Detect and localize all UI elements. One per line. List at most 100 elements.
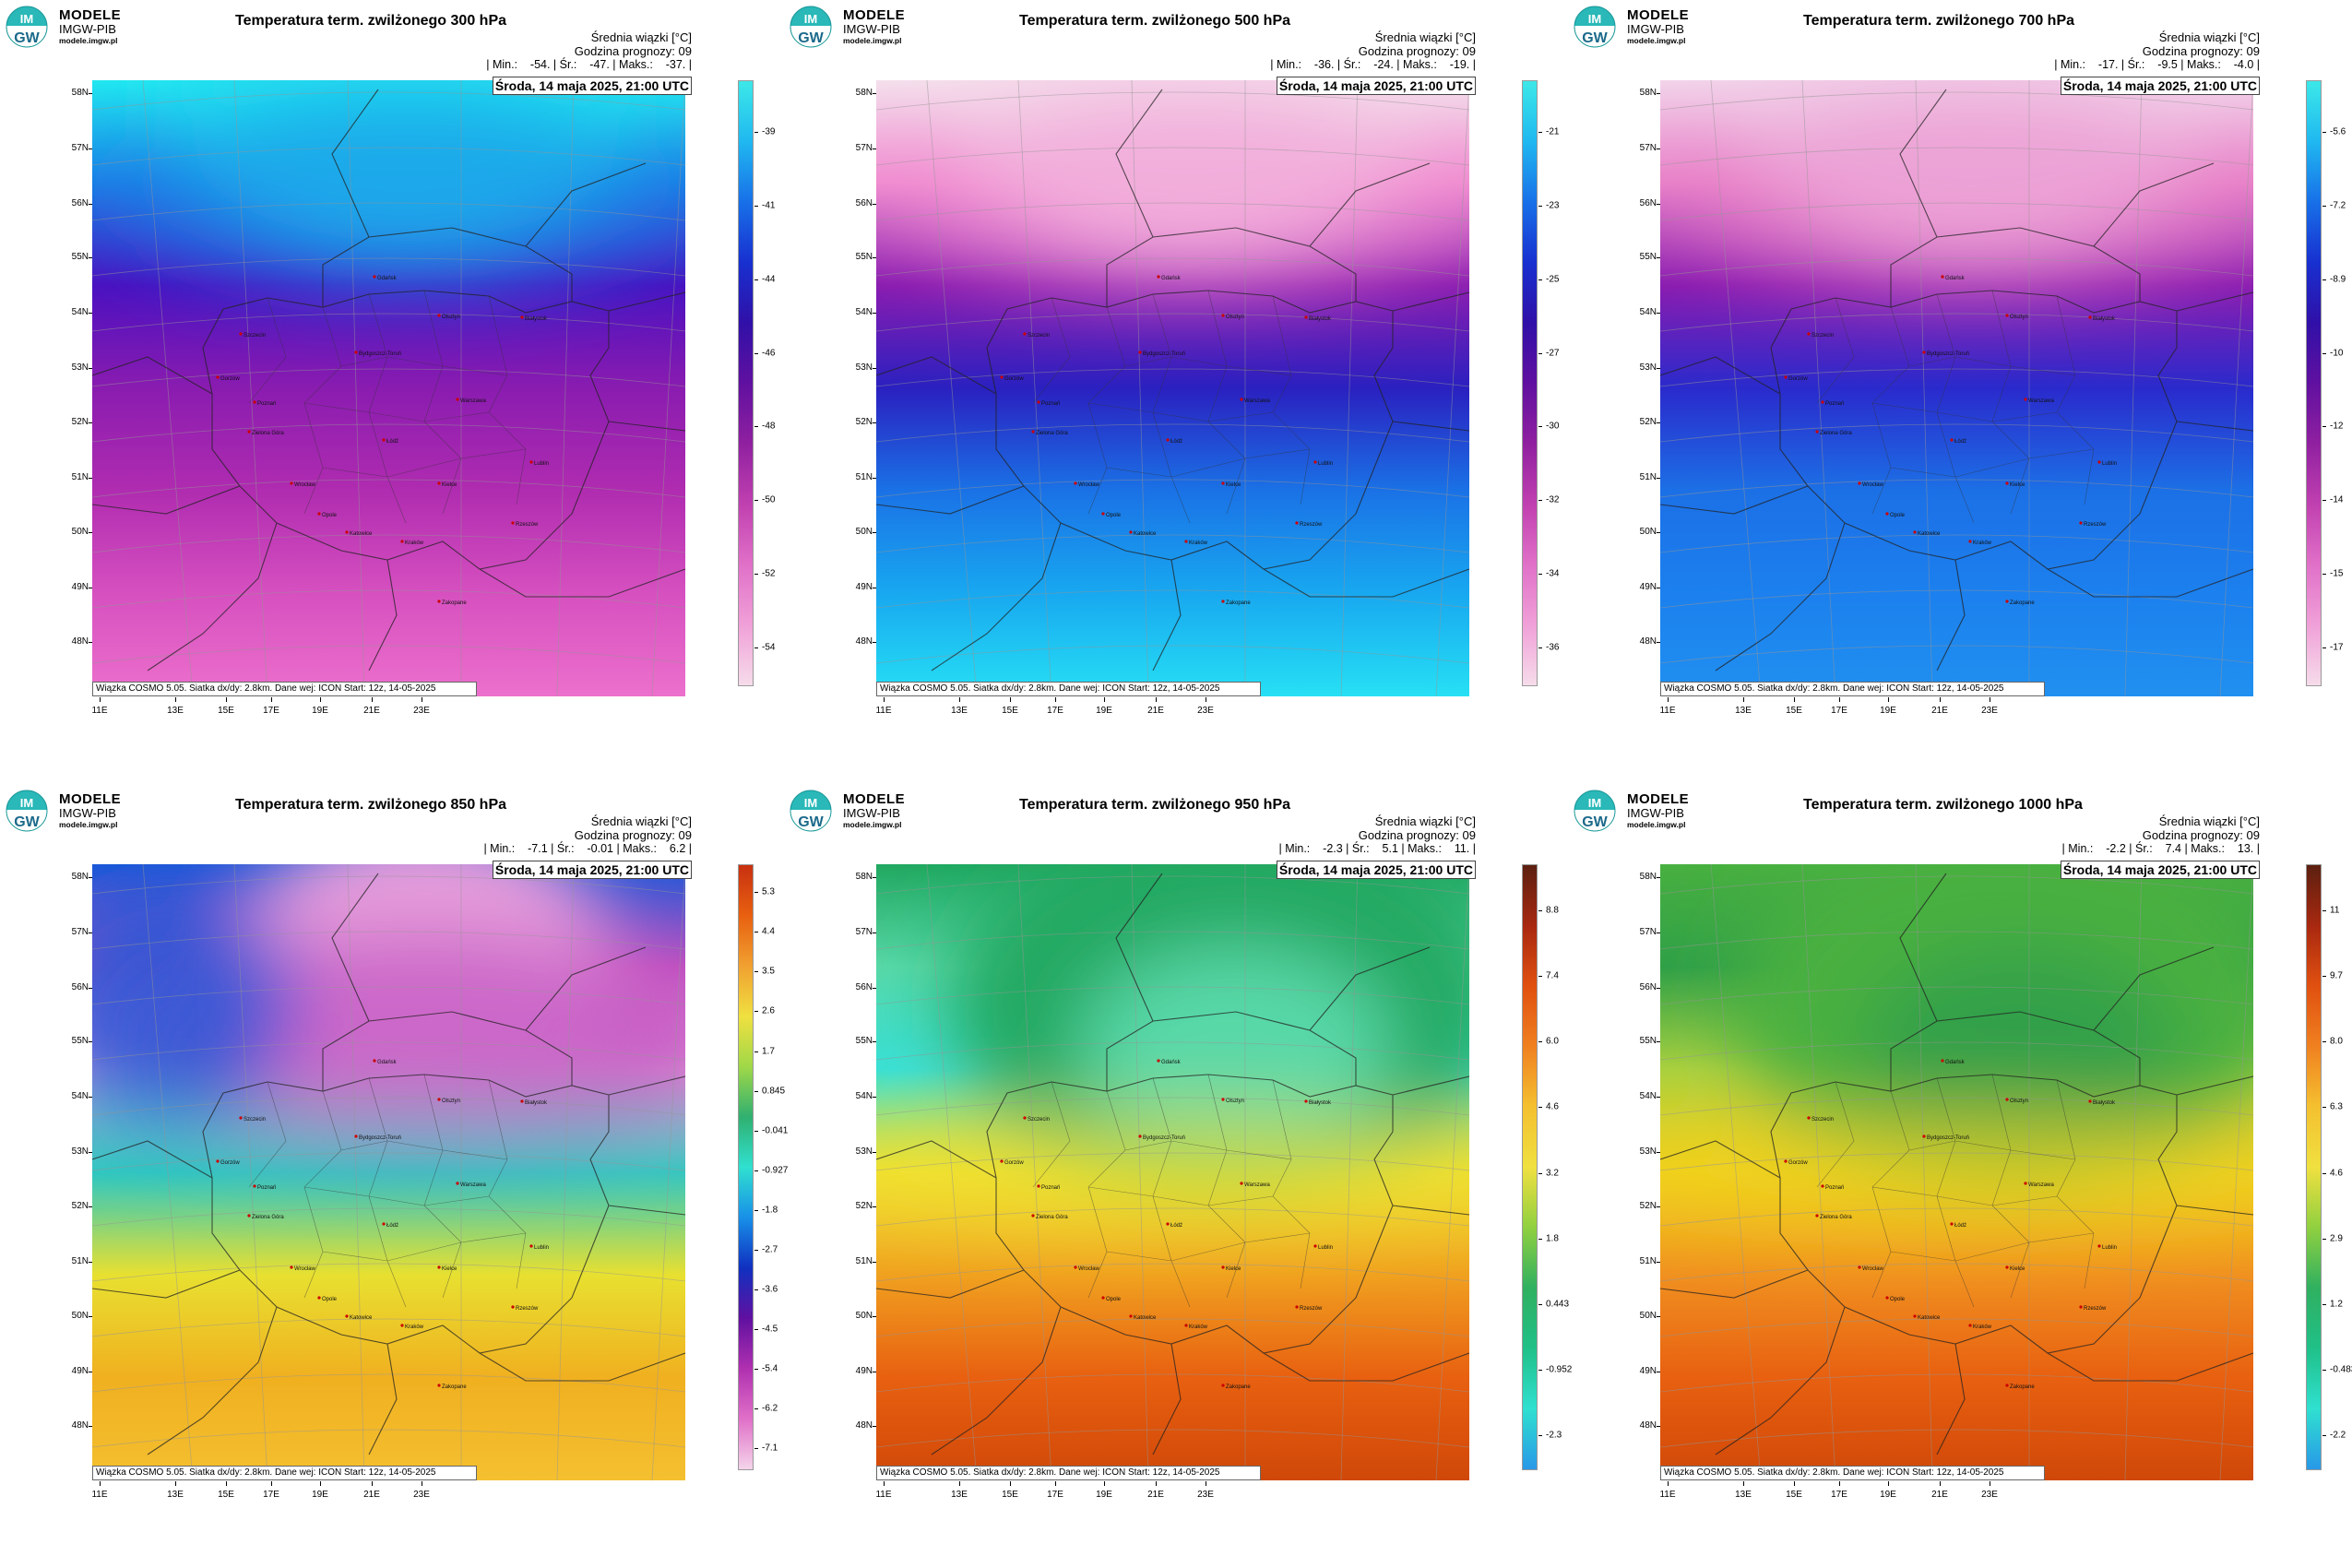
temperature-map[interactable]: Gdańsk Olsztyn Szczecin Białystok Bydgoszcz-…: [1660, 864, 2253, 1480]
temperature-map[interactable]: Gdańsk Olsztyn Szczecin Białystok Bydgoszcz-…: [1660, 80, 2253, 696]
min-mean-max-stats: | Min.: -7.1 | Śr.: -0.01 | Maks.: 6.2 |: [483, 842, 692, 855]
colorbar-tick: [2322, 1435, 2326, 1437]
latitude-tick: [873, 422, 876, 423]
latitude-label: 54N: [71, 1091, 89, 1101]
longitude-tick: [1743, 697, 1744, 702]
colorbar: [2306, 80, 2322, 686]
city-label: Poznań: [1041, 401, 1060, 407]
forecast-panel: IM GW MODELE IMGW-PIB modele.imgw.pl Temperat…: [0, 0, 784, 784]
latitude-tick: [873, 932, 876, 933]
colorbar-tick: [1538, 909, 1542, 911]
region-borders: [248, 1074, 527, 1308]
valid-time: Środa, 14 maja 2025, 21:00 UTC: [1276, 77, 1476, 95]
longitude-tick: [1839, 1481, 1840, 1486]
city-label: Łódź: [386, 439, 398, 445]
latitude-label: 50N: [855, 527, 873, 537]
latitude-label: 53N: [71, 362, 89, 373]
city-marker: [1922, 350, 1926, 354]
colorbar-label: -6.2: [762, 1403, 778, 1414]
city-marker: [2005, 1384, 2009, 1387]
longitude-label: 19E: [1880, 706, 1896, 716]
colorbar-label: 0.443: [1546, 1299, 1570, 1310]
longitude-tick: [1010, 1481, 1011, 1486]
city-label: Łódź: [1954, 1223, 1966, 1229]
colorbar-label: -0.927: [762, 1165, 789, 1176]
colorbar-tick: [1538, 205, 1542, 207]
latitude-label: 50N: [1639, 527, 1657, 537]
colorbar-tick: [1538, 574, 1542, 576]
latitude-label: 55N: [1639, 252, 1657, 262]
city-label: Gdańsk: [1945, 1060, 1966, 1065]
latitude-tick: [89, 1262, 92, 1263]
longitude-tick: [271, 697, 272, 702]
imgw-logo[interactable]: IM GW MODELE IMGW-PIB modele.imgw.pl: [790, 6, 937, 48]
longitude-label: 23E: [1197, 706, 1214, 716]
graticule: [92, 80, 685, 696]
city-marker: [1138, 350, 1142, 354]
brand-subtitle: IMGW-PIB: [59, 806, 116, 820]
latitude-tick: [89, 532, 92, 533]
city-marker: [1784, 375, 1788, 379]
colorbar-tick: [2322, 1304, 2326, 1305]
temperature-map[interactable]: Gdańsk Olsztyn Szczecin Białystok Bydgoszcz-…: [876, 80, 1469, 696]
brand-subtitle: IMGW-PIB: [1627, 806, 1684, 820]
imgw-badge-icon: IM GW: [1574, 790, 1616, 832]
city-marker: [1000, 1159, 1004, 1163]
city-label: Bydgoszcz-Toruń: [359, 351, 401, 357]
longitude-label: 13E: [1735, 1490, 1752, 1500]
graticule: [92, 864, 685, 1480]
city-label: Bydgoszcz-Toruń: [1927, 1135, 1969, 1141]
colorbar-label: -7.1: [762, 1443, 778, 1454]
longitude-tick: [1156, 697, 1157, 702]
latitude-tick: [1657, 313, 1660, 314]
colorbar-tick: [1538, 426, 1542, 428]
colorbar-tick: [754, 1289, 758, 1291]
temperature-map[interactable]: Gdańsk Olsztyn Szczecin Białystok Bydgoszcz-…: [92, 864, 685, 1480]
city-marker: [1304, 315, 1308, 319]
temperature-map[interactable]: Gdańsk Olsztyn Szczecin Białystok Bydgoszcz-…: [92, 80, 685, 696]
city-marker: [437, 314, 441, 317]
city-marker: [511, 1305, 515, 1309]
colorbar-label: 3.2: [1546, 1168, 1559, 1179]
imgw-logo[interactable]: IM GW MODELE IMGW-PIB modele.imgw.pl: [1574, 6, 1721, 48]
city-marker: [290, 481, 293, 485]
longitude-tick: [372, 1481, 373, 1486]
colorbar-label: -25: [1546, 274, 1560, 285]
colorbar-tick: [754, 131, 758, 133]
imgw-badge-icon: IM GW: [6, 6, 48, 48]
mean-label: Średnia wiązki [°C]: [2158, 814, 2260, 828]
imgw-logo[interactable]: IM GW MODELE IMGW-PIB modele.imgw.pl: [6, 790, 153, 832]
city-label: Białystok: [2093, 316, 2116, 322]
panel-title: Temperatura term. zwilżonego 500 hPa: [1019, 13, 1291, 29]
city-label: Lublin: [1318, 461, 1333, 467]
city-label: Warszawa: [2028, 1182, 2054, 1188]
air-mass-blob: [876, 864, 1469, 1224]
colorbar-label: -4.5: [762, 1324, 778, 1335]
latitude-label: 53N: [1639, 362, 1657, 373]
colorbar-label: -21: [1546, 126, 1560, 137]
city-marker: [1313, 460, 1317, 464]
latitude-label: 58N: [71, 88, 89, 98]
latitude-label: 49N: [71, 582, 89, 592]
city-label: Gorzów: [220, 376, 240, 382]
imgw-logo[interactable]: IM GW MODELE IMGW-PIB modele.imgw.pl: [6, 6, 153, 48]
city-marker: [1221, 1098, 1225, 1101]
temperature-map[interactable]: Gdańsk Olsztyn Szczecin Białystok Bydgoszcz-…: [876, 864, 1469, 1480]
forecast-panel: IM GW MODELE IMGW-PIB modele.imgw.pl Temperat…: [0, 784, 788, 1568]
model-info: Wiązka COSMO 5.05. Siatka dx/dy: 2.8km. …: [876, 682, 1261, 696]
colorbar-label: -0.041: [762, 1125, 789, 1136]
imgw-logo[interactable]: IM GW MODELE IMGW-PIB modele.imgw.pl: [790, 790, 937, 832]
colorbar-tick: [754, 1448, 758, 1450]
latitude-tick: [89, 257, 92, 258]
city-marker: [520, 1099, 524, 1103]
city-label: Białystok: [1309, 1100, 1332, 1106]
city-label: Kielce: [2010, 482, 2025, 488]
latitude-label: 57N: [71, 927, 89, 937]
imgw-logo[interactable]: IM GW MODELE IMGW-PIB modele.imgw.pl: [1574, 790, 1721, 832]
badge-top-text: IM: [1588, 12, 1601, 26]
city-marker: [382, 438, 386, 442]
longitude-label: 17E: [1047, 1490, 1063, 1500]
city-marker: [1129, 530, 1133, 534]
colorbar-tick: [2322, 1041, 2326, 1043]
air-mass-blob: [111, 80, 685, 292]
